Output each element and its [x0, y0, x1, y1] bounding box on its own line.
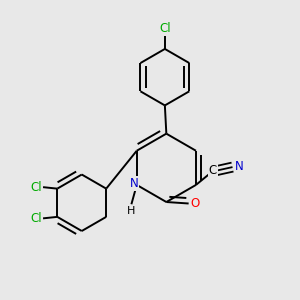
- Text: O: O: [190, 197, 200, 210]
- Text: N: N: [235, 160, 243, 173]
- Text: Cl: Cl: [31, 181, 42, 194]
- Text: H: H: [127, 206, 136, 216]
- Text: N: N: [129, 177, 138, 190]
- Text: C: C: [208, 164, 217, 178]
- Text: Cl: Cl: [31, 212, 42, 225]
- Text: Cl: Cl: [159, 22, 171, 34]
